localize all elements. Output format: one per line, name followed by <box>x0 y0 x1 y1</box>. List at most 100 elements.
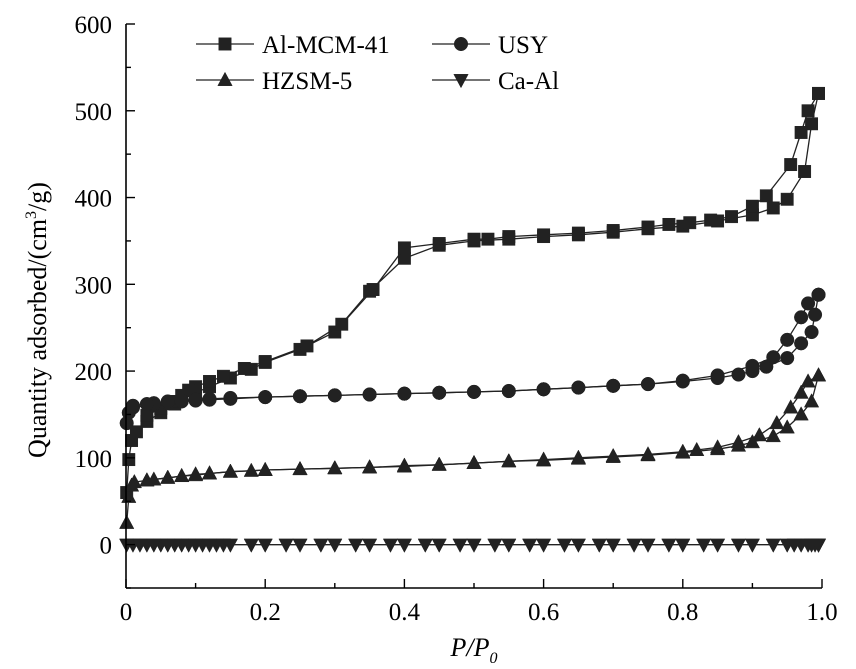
data-point-al-mcm-41 <box>641 220 655 234</box>
data-point-ca-al <box>626 538 642 553</box>
y-tick-label: 600 <box>75 12 113 39</box>
data-point-ca-al <box>556 538 573 553</box>
data-point-ca-al <box>535 538 552 553</box>
data-point-al-mcm-41 <box>812 86 825 100</box>
data-point-ca-al <box>146 538 162 553</box>
data-point-usy <box>466 384 482 399</box>
data-point-al-mcm-41 <box>122 453 136 467</box>
data-point-usy <box>606 378 621 393</box>
data-point-usy <box>501 383 516 399</box>
y-axis-title: Quantity adsorbed/(cm3/g) <box>23 182 52 458</box>
data-point-hzsm-5 <box>466 454 482 470</box>
data-point-usy <box>794 336 809 351</box>
data-point-hzsm-5 <box>257 461 273 476</box>
legend-item-ca-al: Ca-Al <box>432 68 559 95</box>
legend-label: Al-MCM-41 <box>262 32 390 59</box>
data-point-al-mcm-41 <box>502 230 516 244</box>
legend-item-hzsm-5: HZSM-5 <box>196 68 352 95</box>
data-point-ca-al <box>522 538 538 553</box>
data-point-al-mcm-41 <box>300 339 314 353</box>
data-point-al-mcm-41 <box>683 216 697 230</box>
data-point-ca-al <box>278 538 294 553</box>
data-point-al-mcm-41 <box>801 104 815 118</box>
data-point-ca-al <box>327 538 343 553</box>
data-point-ca-al <box>765 538 781 553</box>
x-tick-label: 0.6 <box>528 599 559 626</box>
legend: Al-MCM-41 USY HZSM-5 Ca-Al <box>196 32 559 95</box>
series-line-al-mcm-41-adsorption <box>126 93 820 493</box>
data-point-ca-al <box>187 538 204 553</box>
data-point-ca-al <box>786 538 802 553</box>
data-point-ca-al <box>292 538 308 553</box>
data-point-hzsm-5 <box>769 414 785 430</box>
data-point-ca-al <box>744 538 761 553</box>
legend-label: USY <box>498 32 548 59</box>
data-point-al-mcm-41 <box>745 199 759 213</box>
data-point-hzsm-5 <box>174 467 190 483</box>
y-tick-label: 0 <box>100 533 113 560</box>
data-point-ca-al <box>396 538 413 553</box>
data-point-al-mcm-41 <box>766 201 780 215</box>
data-point-ca-al <box>487 538 503 553</box>
data-point-al-mcm-41 <box>366 283 380 296</box>
data-point-ca-al <box>452 538 468 553</box>
y-axis-title-post: /g) <box>23 182 52 211</box>
data-point-ca-al <box>201 538 218 553</box>
data-point-ca-al <box>661 538 677 553</box>
x-axis-title-subscript: 0 <box>490 650 498 667</box>
data-point-al-mcm-41 <box>798 165 812 178</box>
data-point-usy <box>801 296 816 311</box>
data-point-al-mcm-41 <box>397 241 411 255</box>
data-point-al-mcm-41 <box>704 213 718 227</box>
data-point-usy <box>780 332 795 347</box>
data-point-ca-al <box>132 538 148 553</box>
data-point-hzsm-5 <box>139 472 155 487</box>
data-point-hzsm-5 <box>160 469 176 484</box>
data-point-usy <box>432 385 447 400</box>
data-point-hzsm-5 <box>396 457 413 472</box>
data-point-ca-al <box>431 538 447 553</box>
data-point-ca-al <box>803 538 820 553</box>
data-point-ca-al <box>466 538 482 553</box>
data-point-usy <box>640 377 656 392</box>
data-point-usy <box>536 382 551 397</box>
data-point-al-mcm-41 <box>759 189 773 203</box>
series-hzsm-5 <box>119 367 827 529</box>
y-tick-label: 100 <box>75 446 113 473</box>
data-point-al-mcm-41 <box>481 232 495 246</box>
data-point-ca-al <box>605 538 621 553</box>
data-point-hzsm-5 <box>431 456 447 471</box>
data-point-al-mcm-41 <box>216 369 230 383</box>
data-point-usy <box>807 307 823 322</box>
data-point-hzsm-5 <box>783 399 799 414</box>
data-point-hzsm-5 <box>501 453 517 468</box>
y-tick-label: 300 <box>75 272 113 299</box>
data-point-usy <box>362 387 377 402</box>
data-point-hzsm-5 <box>810 367 827 382</box>
y-axis-title-superscript: 3 <box>23 211 40 219</box>
data-point-hzsm-5 <box>800 373 816 388</box>
data-point-hzsm-5 <box>793 384 809 399</box>
axes: 0 100 200 300 400 500 600 0 0.2 0.4 0.6 0.8 1.0 <box>75 12 838 626</box>
legend-item-usy: USY <box>432 32 548 59</box>
data-point-hzsm-5 <box>730 433 747 449</box>
x-tick-label: 0.4 <box>389 599 421 626</box>
data-point-hzsm-5 <box>689 441 705 456</box>
data-point-al-mcm-41 <box>571 226 585 240</box>
data-point-usy <box>675 373 690 388</box>
data-point-hzsm-5 <box>535 451 552 466</box>
plot-area <box>119 86 827 553</box>
data-point-ca-al <box>243 538 259 553</box>
y-tick-label: 400 <box>75 186 113 213</box>
y-tick-label: 500 <box>75 99 113 126</box>
data-point-hzsm-5 <box>570 449 587 464</box>
series-ca-al <box>119 538 827 553</box>
data-point-ca-al <box>570 538 587 553</box>
data-point-ca-al <box>257 538 273 553</box>
data-point-ca-al <box>730 538 747 553</box>
data-point-hzsm-5 <box>675 443 691 458</box>
data-point-ca-al <box>417 538 433 553</box>
data-point-hzsm-5 <box>751 427 767 442</box>
legend-label: HZSM-5 <box>262 68 352 95</box>
